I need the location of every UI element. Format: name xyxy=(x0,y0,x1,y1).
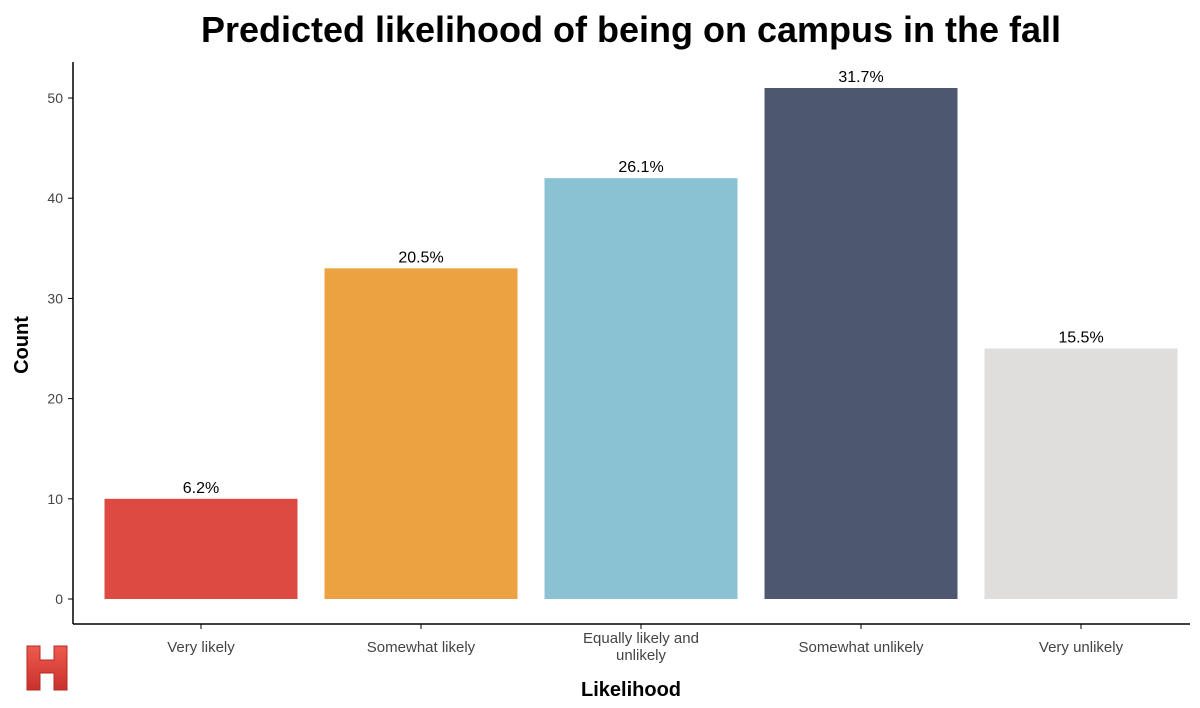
x-axis-title: Likelihood xyxy=(581,679,681,701)
y-tick-label: 10 xyxy=(47,491,63,507)
bar xyxy=(984,348,1178,599)
y-tick-label: 30 xyxy=(47,290,63,306)
x-axis-ticks: Very likely Somewhat likely Equally likely… xyxy=(167,624,1124,664)
y-tick-label: 0 xyxy=(55,591,63,607)
bar-data-label: 6.2% xyxy=(183,480,219,497)
data-labels: 6.2% 20.5% 26.1% 31.7% 15.5% xyxy=(183,69,1104,497)
bar xyxy=(324,268,518,599)
bar-data-label: 31.7% xyxy=(838,69,883,86)
x-tick-label: Equally likely and xyxy=(583,630,699,647)
bar xyxy=(544,178,738,600)
x-tick-label: Somewhat unlikely xyxy=(798,639,924,656)
y-tick-label: 40 xyxy=(47,190,63,206)
bar xyxy=(104,498,298,599)
bars xyxy=(104,88,1178,600)
y-tick-label: 20 xyxy=(47,391,63,407)
x-tick-label: Very unlikely xyxy=(1039,639,1124,656)
bar-data-label: 20.5% xyxy=(398,249,443,266)
chart-title: Predicted likelihood of being on campus … xyxy=(201,9,1061,50)
bar xyxy=(764,88,958,599)
logo-icon xyxy=(26,645,68,691)
x-tick-label: unlikely xyxy=(616,647,667,664)
y-axis-title: Count xyxy=(11,316,33,374)
y-tick-label: 50 xyxy=(47,90,63,106)
x-tick-label: Somewhat likely xyxy=(367,639,476,656)
bar-data-label: 26.1% xyxy=(618,159,663,176)
y-axis-ticks: 0 10 20 30 40 50 xyxy=(47,90,73,607)
x-tick-label: Very likely xyxy=(167,639,235,656)
bar-data-label: 15.5% xyxy=(1058,330,1103,347)
